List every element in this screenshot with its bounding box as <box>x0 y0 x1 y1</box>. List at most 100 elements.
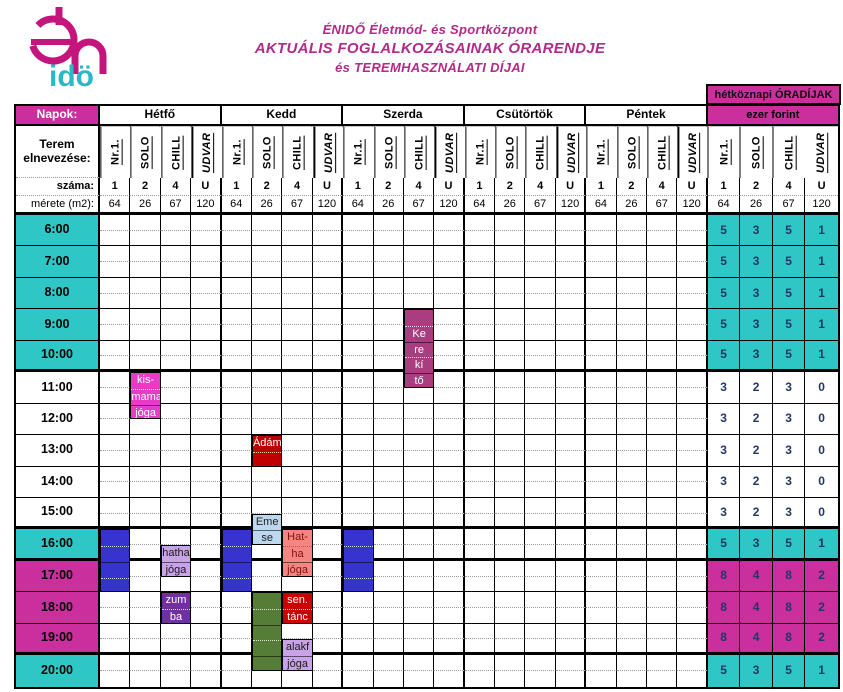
body-cell <box>434 466 465 483</box>
body-cell <box>221 513 252 530</box>
room-number-cell: U <box>677 178 708 196</box>
body-cell <box>160 215 192 231</box>
body-cell <box>555 403 587 420</box>
body-cell <box>525 419 556 436</box>
body-cell <box>434 623 465 640</box>
event-line <box>222 561 251 578</box>
body-cell <box>282 277 313 294</box>
body-cell <box>434 403 465 420</box>
room-header-chill: CHILL <box>282 126 313 178</box>
body-cell <box>312 356 344 373</box>
body-cell <box>495 372 526 388</box>
room-number-cell: 1 <box>221 178 252 196</box>
body-cell <box>282 497 313 514</box>
title-line-3: és TEREMHASZNÁLATI DÍJAI <box>335 60 525 75</box>
body-cell <box>221 387 252 404</box>
body-cell <box>434 670 465 687</box>
event-line <box>405 310 433 326</box>
body-cell <box>373 246 404 263</box>
body-cell <box>191 655 222 671</box>
body-cell <box>434 482 465 498</box>
body-cell <box>312 340 344 357</box>
room-header-nr1: Nr.1. <box>464 126 496 178</box>
body-cell <box>495 450 526 467</box>
body-cell <box>221 403 252 420</box>
body-cell <box>586 576 617 593</box>
body-cell <box>647 655 678 671</box>
body-cell <box>464 403 496 420</box>
body-cell <box>160 356 192 373</box>
room-header-nr1: Nr.1. <box>343 126 374 178</box>
rate-cell: 4 <box>740 623 773 656</box>
event-line: Ke <box>404 326 434 342</box>
body-cell <box>464 215 496 231</box>
body-cell <box>555 513 587 530</box>
body-cell <box>312 592 344 608</box>
event-line <box>252 624 282 641</box>
body-cell <box>586 419 617 436</box>
body-cell <box>100 215 131 231</box>
body-cell <box>677 309 708 326</box>
body-cell <box>677 372 708 388</box>
rate-cell: 3 <box>707 497 741 530</box>
rate-cell: 5 <box>707 529 741 561</box>
body-cell <box>403 262 435 278</box>
body-cell <box>130 356 161 373</box>
body-cell <box>464 419 496 436</box>
enido-logo: idö <box>28 7 107 93</box>
body-cell <box>525 607 556 624</box>
room-size-label: mérete (m2): <box>16 196 100 215</box>
body-cell <box>312 639 344 656</box>
body-cell <box>677 230 708 247</box>
body-cell <box>160 482 192 498</box>
body-cell <box>495 246 526 263</box>
body-cell <box>495 576 526 593</box>
body-cell <box>464 293 496 310</box>
body-cell <box>464 545 496 561</box>
body-cell <box>343 466 374 483</box>
body-cell <box>464 262 496 278</box>
body-cell <box>464 529 496 546</box>
body-cell <box>191 576 222 593</box>
body-cell <box>616 513 648 530</box>
body-cell <box>555 466 587 483</box>
rate-cell: 0 <box>805 498 838 530</box>
body-cell <box>434 325 465 341</box>
body-cell <box>647 623 678 640</box>
body-cell <box>312 293 344 310</box>
body-cell <box>343 450 374 467</box>
body-cell <box>191 435 222 451</box>
body-cell <box>616 215 648 231</box>
room-number-cell: 2 <box>373 178 404 196</box>
room-header-solo: SOLO <box>740 126 773 178</box>
body-cell <box>616 592 648 608</box>
body-cell <box>464 387 496 404</box>
body-cell <box>312 497 344 514</box>
body-cell <box>403 639 435 656</box>
body-cell <box>130 592 161 608</box>
room-number-cell: 1 <box>100 178 131 196</box>
body-cell <box>160 639 192 656</box>
body-cell <box>343 325 374 341</box>
body-cell <box>434 529 465 546</box>
body-cell <box>434 607 465 624</box>
body-cell <box>312 325 344 341</box>
body-cell <box>160 655 192 671</box>
body-cell <box>403 450 435 467</box>
body-cell <box>373 592 404 608</box>
event-line: zum <box>165 594 187 607</box>
body-cell <box>586 545 617 561</box>
body-cell <box>464 372 496 388</box>
body-cell <box>464 277 496 294</box>
body-cell <box>373 215 404 231</box>
body-cell <box>647 372 678 388</box>
body-cell <box>616 655 648 671</box>
room-header-chill: CHILL <box>647 126 678 178</box>
body-cell <box>586 340 617 357</box>
body-cell <box>160 246 192 263</box>
body-cell <box>616 450 648 467</box>
body-cell <box>312 419 344 436</box>
room-number-cell: 4 <box>525 178 556 196</box>
body-cell <box>374 670 404 687</box>
body-cell <box>221 419 252 436</box>
